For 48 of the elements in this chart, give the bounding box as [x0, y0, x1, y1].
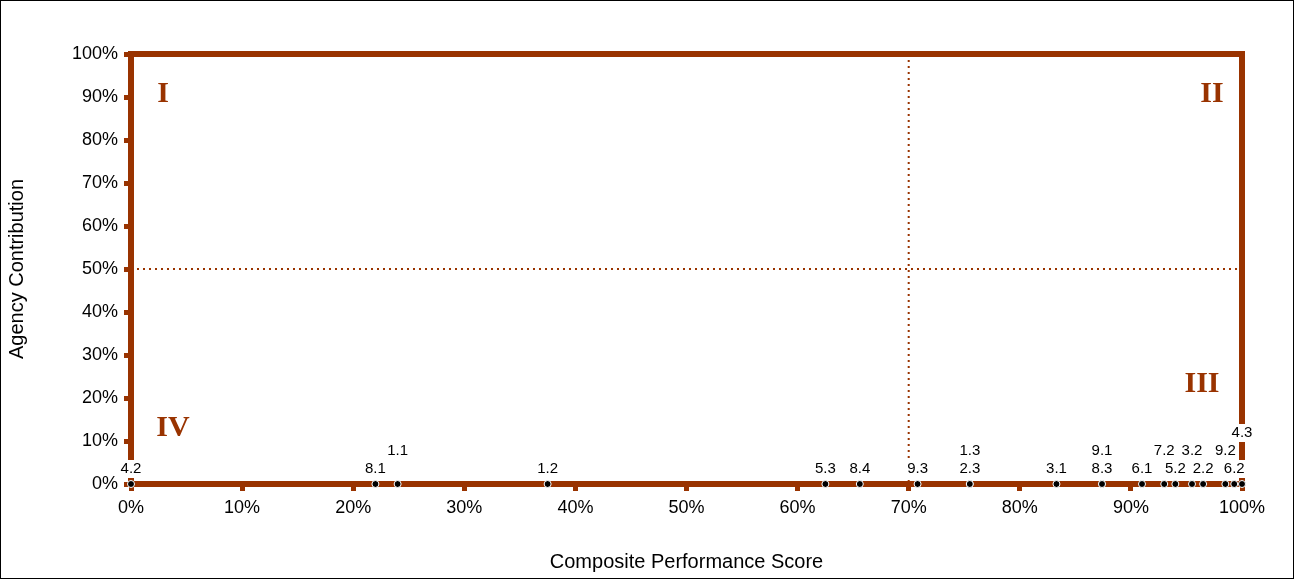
annotation: 2.2: [1192, 459, 1214, 477]
y-tick-label: 80%: [81, 128, 118, 149]
y-axis-title: Agency Contribution: [4, 178, 27, 360]
y-tick-label: 100%: [71, 42, 118, 63]
x-tick-label: 60%: [779, 496, 816, 517]
y-tick-label: 50%: [81, 257, 118, 278]
annotation: 9.1: [1091, 441, 1113, 459]
x-tick-label: 0%: [117, 496, 145, 517]
y-tick-label: 10%: [81, 429, 118, 450]
x-tick-label: 50%: [668, 496, 705, 517]
annotation: 5.2: [1164, 459, 1186, 477]
y-tick-label: 90%: [81, 85, 118, 106]
x-tick-label: 70%: [890, 496, 927, 517]
annotation: IV: [156, 408, 190, 442]
annotation: 1.2: [537, 459, 559, 477]
annotation: II: [1200, 74, 1224, 108]
annotation: 2.3: [959, 459, 981, 477]
y-tick-label: 70%: [81, 171, 118, 192]
annotation: 6.1: [1131, 459, 1153, 477]
annotation: 1.3: [959, 441, 981, 459]
annotation: 8.1: [364, 459, 386, 477]
x-tick-label: 10%: [224, 496, 261, 517]
y-tick-label: 0%: [91, 472, 118, 493]
x-tick-label: 90%: [1112, 496, 1149, 517]
annotation: 9.3: [907, 459, 929, 477]
x-tick-label: 100%: [1218, 496, 1266, 517]
y-tick-label: 60%: [81, 214, 118, 235]
annotation: 3.1: [1046, 459, 1067, 477]
annotation: 5.3: [814, 459, 836, 477]
annotation: 1.1: [387, 441, 409, 459]
x-axis-title: Composite Performance Score: [549, 549, 824, 572]
y-tick-label: 30%: [81, 343, 118, 364]
y-tick-label: 40%: [81, 300, 118, 321]
annotation: 4.3: [1231, 423, 1253, 441]
annotation: I: [157, 74, 169, 108]
x-tick-label: 30%: [446, 496, 483, 517]
x-tick-label: 80%: [1001, 496, 1038, 517]
y-tick-label: 20%: [81, 386, 118, 407]
annotation: 8.4: [849, 459, 871, 477]
x-tick-label: 20%: [335, 496, 372, 517]
annotation: 9.2: [1214, 441, 1236, 459]
annotation: 4.2: [120, 459, 142, 477]
annotation: III: [1184, 364, 1220, 398]
annotation: 6.2: [1223, 459, 1245, 477]
x-tick-label: 40%: [557, 496, 594, 517]
annotation: 8.3: [1091, 459, 1113, 477]
annotation: 7.2: [1153, 441, 1175, 459]
annotation: 3.2: [1181, 441, 1203, 459]
